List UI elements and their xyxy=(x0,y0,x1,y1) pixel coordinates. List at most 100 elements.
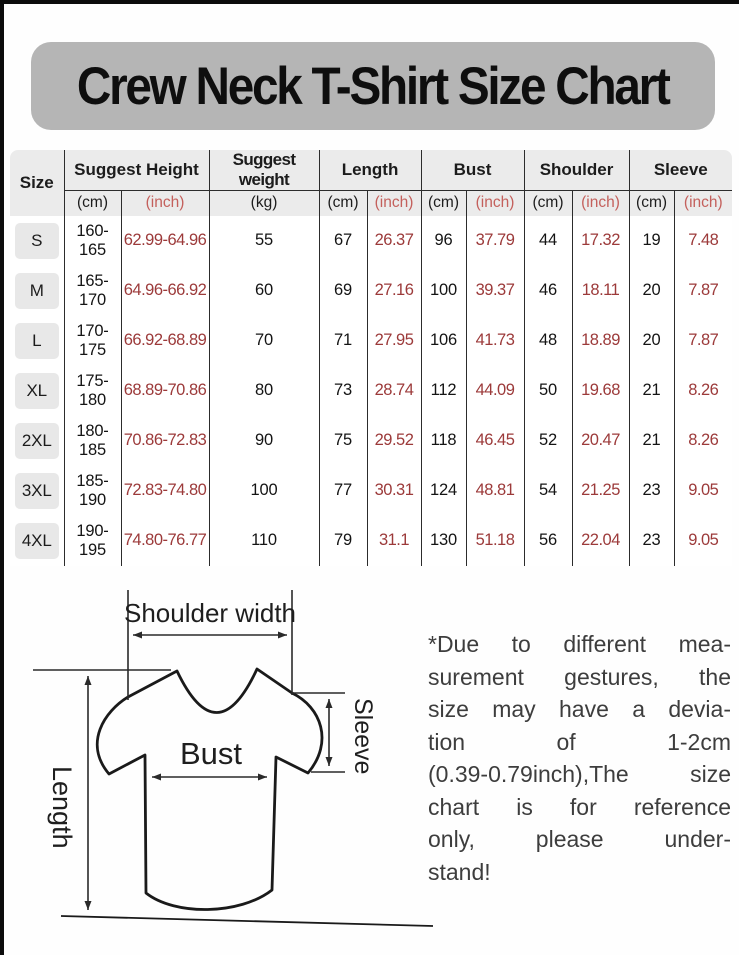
disclaimer-line: stand! xyxy=(428,858,491,885)
value-cell: 175-180 xyxy=(63,365,121,416)
col-header-suggest-weight: Suggest weight xyxy=(208,150,320,191)
size-cell: 2XL xyxy=(10,415,64,466)
value-cell: 44.09 xyxy=(465,365,525,416)
value-cell: 7.87 xyxy=(673,265,732,316)
value-cell: 69 xyxy=(318,265,368,316)
value-cell: 20 xyxy=(628,315,675,366)
disclaimer-note: *Due to different mea- surement gestures… xyxy=(428,628,731,888)
value-cell: 8.26 xyxy=(673,415,732,466)
value-cell: 60 xyxy=(208,265,320,316)
unit-sleeve-inch: (inch) xyxy=(673,190,732,216)
value-cell: 8.26 xyxy=(673,365,732,416)
size-cell: 3XL xyxy=(10,465,64,516)
value-cell: 72.83-74.80 xyxy=(120,465,210,516)
value-cell: 37.79 xyxy=(465,215,525,266)
value-cell: 46.45 xyxy=(465,415,525,466)
size-label: M xyxy=(15,272,59,309)
value-cell: 48.81 xyxy=(465,465,525,516)
value-cell: 74.80-76.77 xyxy=(120,515,210,566)
value-cell: 28.74 xyxy=(366,365,422,416)
size-table-body: S 160-165 62.99-64.96 55 67 26.37 96 37.79 44 17.… xyxy=(10,215,732,566)
value-cell: 22.04 xyxy=(571,515,630,566)
value-cell: 9.05 xyxy=(673,465,732,516)
sleeve-label: Sleeve xyxy=(349,698,377,774)
bust-label: Bust xyxy=(180,736,242,771)
size-label: 3XL xyxy=(15,472,59,509)
unit-height-inch: (inch) xyxy=(120,190,210,216)
value-cell: 130 xyxy=(420,515,467,566)
value-cell: 77 xyxy=(318,465,368,516)
unit-sleeve-cm: (cm) xyxy=(628,190,675,216)
size-label: 2XL xyxy=(15,422,59,459)
size-cell: M xyxy=(10,265,64,316)
table-row: S 160-165 62.99-64.96 55 67 26.37 96 37.79 44 17.… xyxy=(10,215,732,266)
unit-shoulder-cm: (cm) xyxy=(523,190,573,216)
value-cell: 185-190 xyxy=(63,465,121,516)
unit-height-cm: (cm) xyxy=(63,190,121,216)
unit-weight-kg: (kg) xyxy=(208,190,320,216)
value-cell: 106 xyxy=(420,315,467,366)
value-cell: 70.86-72.83 xyxy=(120,415,210,466)
value-cell: 17.32 xyxy=(571,215,630,266)
table-row: 2XL 180-185 70.86-72.83 90 75 29.52 118 46.45 52… xyxy=(10,415,732,466)
photo-edge-top xyxy=(0,0,739,4)
value-cell: 19.68 xyxy=(571,365,630,416)
value-cell: 112 xyxy=(420,365,467,416)
value-cell: 55 xyxy=(208,215,320,266)
shoulder-width-label: Shoulder width xyxy=(124,598,296,628)
value-cell: 31.1 xyxy=(366,515,422,566)
value-cell: 50 xyxy=(523,365,573,416)
value-cell: 80 xyxy=(208,365,320,416)
value-cell: 19 xyxy=(628,215,675,266)
table-row: L 170-175 66.92-68.89 70 71 27.95 106 41.73 48 18… xyxy=(10,315,732,366)
size-table: Size Suggest Height Suggest weight Lengt… xyxy=(10,150,732,566)
table-row: 4XL 190-195 74.80-76.77 110 79 31.1 130 51.18 56… xyxy=(10,515,732,566)
disclaimer-line: surement gestures, the xyxy=(428,663,731,690)
value-cell: 124 xyxy=(420,465,467,516)
photo-edge-left xyxy=(0,0,4,955)
value-cell: 7.87 xyxy=(673,315,732,366)
unit-length-cm: (cm) xyxy=(318,190,368,216)
col-header-shoulder: Shoulder xyxy=(523,150,630,191)
title-banner: Crew Neck T-Shirt Size Chart xyxy=(31,42,715,130)
value-cell: 20 xyxy=(628,265,675,316)
value-cell: 160-165 xyxy=(63,215,121,266)
disclaimer-line: chart is for reference xyxy=(428,793,731,820)
length-baseline xyxy=(60,915,434,927)
value-cell: 170-175 xyxy=(63,315,121,366)
value-cell: 62.99-64.96 xyxy=(120,215,210,266)
unit-bust-inch: (inch) xyxy=(465,190,525,216)
value-cell: 26.37 xyxy=(366,215,422,266)
value-cell: 54 xyxy=(523,465,573,516)
value-cell: 67 xyxy=(318,215,368,266)
value-cell: 21.25 xyxy=(571,465,630,516)
tshirt-outline-drawing xyxy=(96,667,324,911)
value-cell: 23 xyxy=(628,515,675,566)
size-label: S xyxy=(15,222,59,259)
col-header-suggest-height: Suggest Height xyxy=(63,150,210,191)
value-cell: 73 xyxy=(318,365,368,416)
size-label: XL xyxy=(15,372,59,409)
value-cell: 44 xyxy=(523,215,573,266)
table-row: 3XL 185-190 72.83-74.80 100 77 30.31 124 48.81 5… xyxy=(10,465,732,516)
value-cell: 190-195 xyxy=(63,515,121,566)
size-cell: 4XL xyxy=(10,515,64,566)
value-cell: 18.89 xyxy=(571,315,630,366)
value-cell: 96 xyxy=(420,215,467,266)
value-cell: 48 xyxy=(523,315,573,366)
value-cell: 9.05 xyxy=(673,515,732,566)
value-cell: 51.18 xyxy=(465,515,525,566)
size-cell: XL xyxy=(10,365,64,416)
size-label: 4XL xyxy=(15,522,59,559)
tshirt-measurement-diagram: Shoulder width Sleeve Bust Length xyxy=(33,590,434,927)
unit-length-inch: (inch) xyxy=(366,190,422,216)
value-cell: 70 xyxy=(208,315,320,366)
unit-shoulder-inch: (inch) xyxy=(571,190,630,216)
value-cell: 21 xyxy=(628,415,675,466)
value-cell: 75 xyxy=(318,415,368,466)
value-cell: 39.37 xyxy=(465,265,525,316)
size-cell: S xyxy=(10,215,64,266)
table-row: M 165-170 64.96-66.92 60 69 27.16 100 39.37 46 18… xyxy=(10,265,732,316)
disclaimer-line: size may have a devia- xyxy=(428,696,731,722)
